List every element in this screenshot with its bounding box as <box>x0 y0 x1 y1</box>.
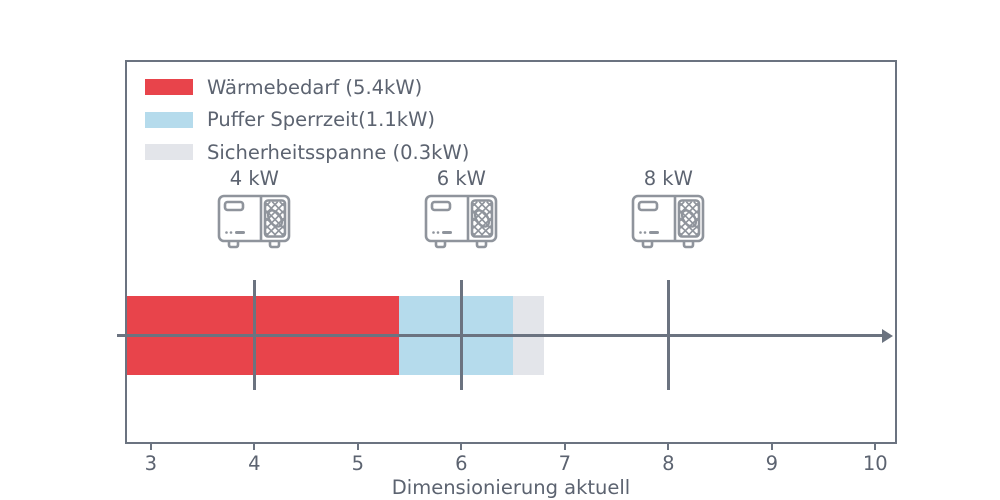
x-tick-label: 3 <box>144 452 158 475</box>
legend: Wärmebedarf (5.4kW) Puffer Sperrzeit(1.1… <box>145 76 469 174</box>
legend-label-sicherheitsspanne: Sicherheitsspanne (0.3kW) <box>207 140 470 164</box>
x-axis-arrow-head-icon <box>882 328 893 343</box>
x-tick-label: 8 <box>662 452 675 475</box>
heat-pump-icon <box>218 194 291 249</box>
x-axis-title: Dimensionierung aktuell <box>391 476 631 499</box>
x-tick-mark <box>356 444 359 450</box>
x-tick-label: 10 <box>862 452 888 475</box>
heat-pump-icon <box>216 193 292 251</box>
x-tick-mark <box>770 444 773 450</box>
x-tick-mark <box>149 444 152 450</box>
heat-pump-icon <box>631 194 705 249</box>
x-tick-label: 5 <box>351 452 365 475</box>
x-tick-mark <box>667 444 670 450</box>
x-tick-label: 7 <box>558 452 572 475</box>
x-tick-label: 6 <box>455 452 468 475</box>
x-tick-mark <box>253 444 256 450</box>
legend-label-waermebedarf: Wärmebedarf (5.4kW) <box>207 75 423 99</box>
x-axis-arrow-line <box>117 334 882 337</box>
x-tick-mark <box>563 444 566 450</box>
heat-pump-icon <box>423 193 499 251</box>
x-tick-label: 4 <box>248 452 261 475</box>
x-tick-mark <box>874 444 877 450</box>
legend-swatch-waermebedarf <box>145 79 193 95</box>
pump-size-label: 4 kW <box>229 167 279 190</box>
legend-item-waermebedarf: Wärmebedarf (5.4kW) <box>145 75 469 99</box>
pump-size-label: 6 kW <box>436 167 486 190</box>
legend-item-puffer-sperrzeit: Puffer Sperrzeit(1.1kW) <box>145 108 469 131</box>
legend-label-puffer-sperrzeit: Puffer Sperrzeit(1.1kW) <box>207 108 435 131</box>
pump-size-label: 8 kW <box>643 167 693 190</box>
x-tick-label: 9 <box>765 452 778 475</box>
legend-item-sicherheitsspanne: Sicherheitsspanne (0.3kW) <box>145 140 470 164</box>
x-tick-mark <box>460 444 463 450</box>
heat-pump-icon <box>630 193 706 251</box>
legend-swatch-sicherheitsspanne <box>145 144 193 160</box>
legend-swatch-puffer-sperrzeit <box>145 111 193 128</box>
heat-pump-icon <box>425 194 498 249</box>
